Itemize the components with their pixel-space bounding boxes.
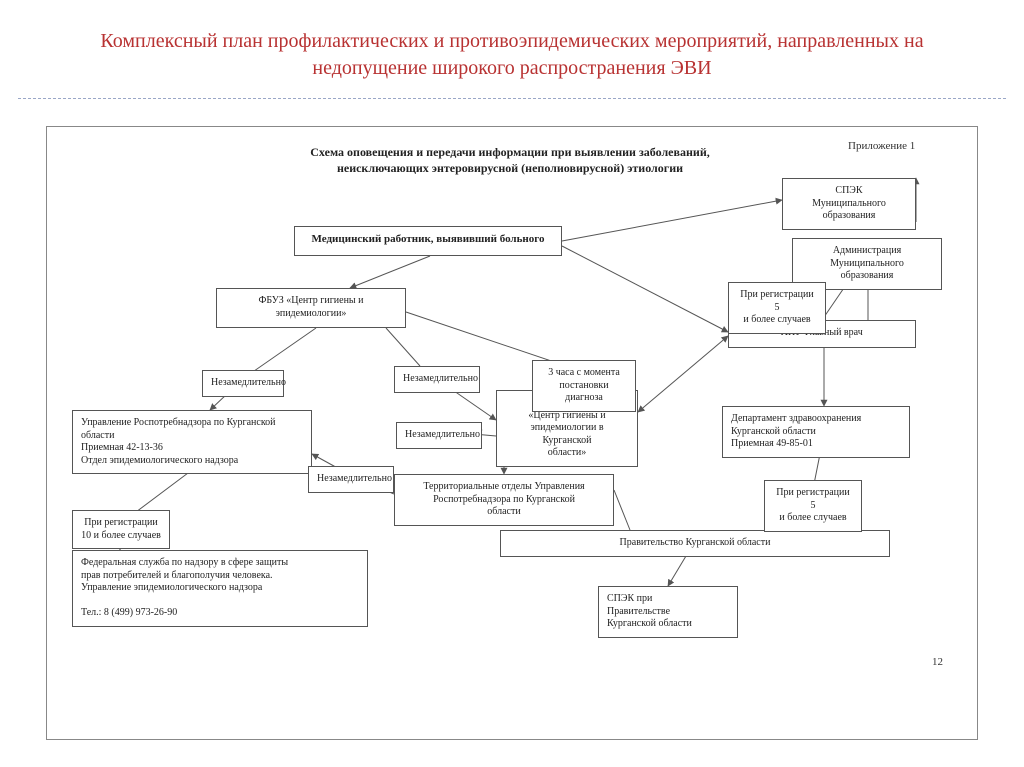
flowchart-node-spek_gov: СПЭК при Правительстве Курганской област… — [598, 586, 738, 638]
flowchart-node-terr_upr: Территориальные отделы Управления Роспот… — [394, 474, 614, 526]
diagram-canvas: Схема оповещения и передачи информации п… — [0, 120, 1024, 760]
flowchart-node-fbuz: ФБУЗ «Центр гигиены и эпидемиологии» — [216, 288, 406, 328]
flowchart-node-fed_serv: Федеральная служба по надзору в сфере за… — [72, 550, 368, 627]
flowchart-node-med_worker: Медицинский работник, выявивший больного — [294, 226, 562, 256]
title-divider — [18, 98, 1006, 99]
flowchart-node-upr_rpn: Управление Роспотребнадзора по Курганско… — [72, 410, 312, 474]
page-number: 12 — [932, 656, 943, 668]
flowchart-node-n_immed4: Незамедлительно — [308, 466, 394, 493]
flowchart-node-n_3h: 3 часа с момента постановки диагноза — [532, 360, 636, 412]
flowchart-node-n_reg10: При регистрации 10 и более случаев — [72, 510, 170, 549]
flowchart-node-n_reg5a: При регистрации 5 и более случаев — [728, 282, 826, 334]
page-title: Комплексный план профилактических и прот… — [0, 0, 1024, 94]
diagram-subheader: Схема оповещения и передачи информации п… — [250, 144, 770, 176]
flowchart-node-n_immed3: Незамедлительно — [396, 422, 482, 449]
flowchart-node-spek_mun: СПЭК Муниципального образования — [782, 178, 916, 230]
flowchart-node-n_immed1: Незамедлительно — [202, 370, 284, 397]
flowchart-node-n_reg5b: При регистрации 5 и более случаев — [764, 480, 862, 532]
flowchart-node-n_immed2: Незамедлительно — [394, 366, 480, 393]
flowchart-node-dep_health: Департамент здравоохранения Курганской о… — [722, 406, 910, 458]
flowchart-node-gov_kurgan: Правительство Курганской области — [500, 530, 890, 557]
appendix-label: Приложение 1 — [848, 140, 915, 152]
